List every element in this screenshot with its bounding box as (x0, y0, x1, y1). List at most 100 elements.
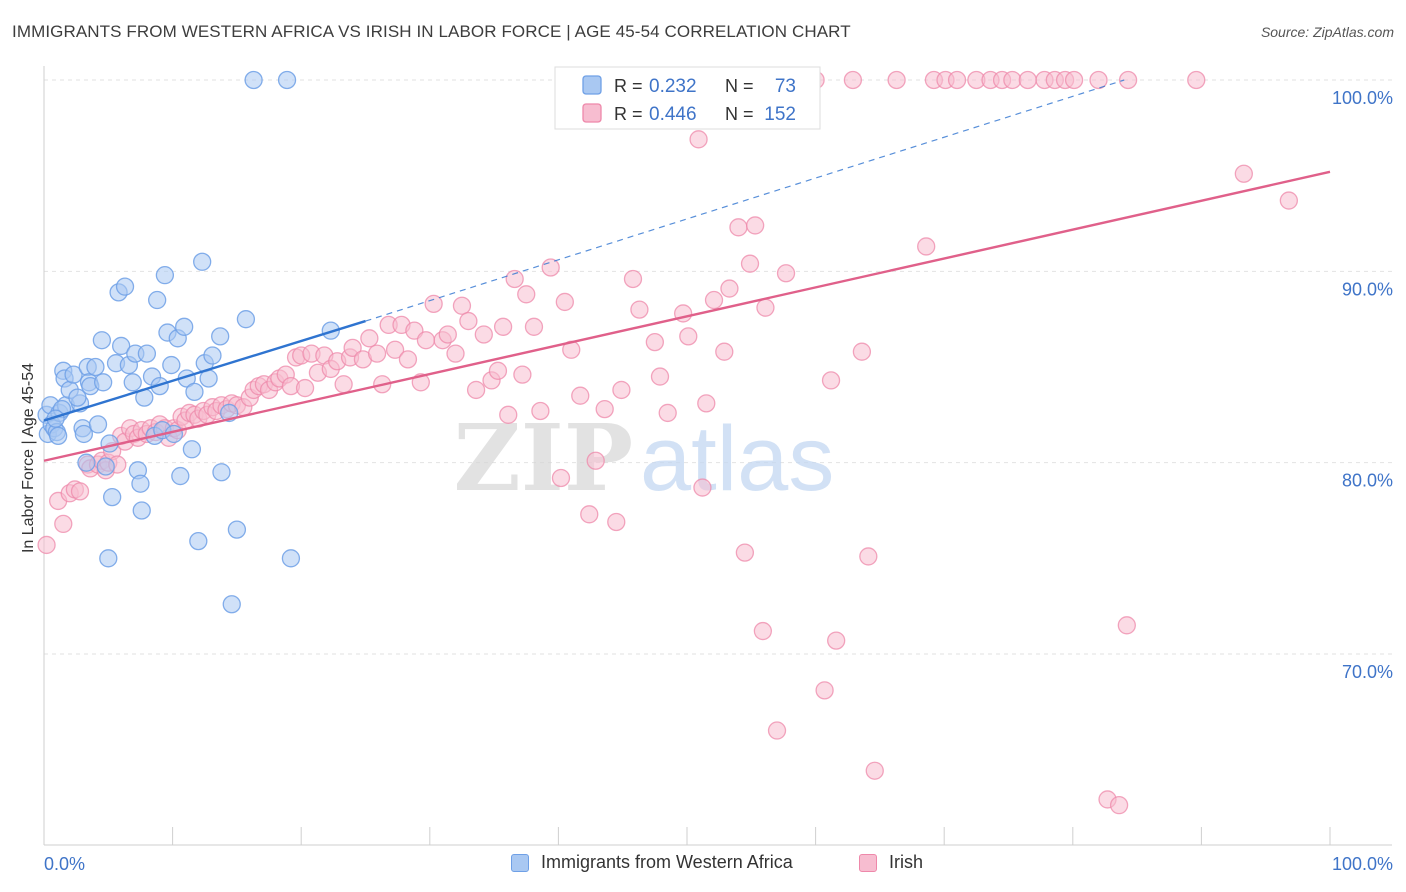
irish-point (488, 361, 508, 380)
stats-n-label: N = (725, 104, 754, 124)
western-africa-point (281, 549, 301, 568)
irish-point (367, 344, 387, 363)
irish-points (37, 70, 1298, 815)
irish-point (843, 70, 863, 90)
irish-point (551, 468, 571, 488)
western-africa-point (132, 501, 151, 520)
x-tick-labels: 0.0% 100.0% (44, 854, 1393, 874)
western-africa-point (155, 266, 175, 285)
irish-point (756, 298, 775, 317)
x-tick-label-start: 0.0% (44, 854, 85, 874)
irish-point (466, 380, 486, 400)
irish-point (595, 399, 614, 419)
irish-point (689, 130, 708, 149)
western-africa-point (182, 440, 202, 459)
irish-point (753, 621, 773, 641)
irish-point (746, 216, 765, 235)
irish-point (827, 631, 846, 650)
irish-point (446, 344, 465, 363)
western-africa-point (86, 357, 105, 377)
irish-point (459, 311, 478, 331)
irish-point (398, 350, 418, 369)
legend-item-irish[interactable]: Irish (859, 852, 923, 873)
y-tick-labels: 70.0% 80.0% 90.0% 100.0% (1332, 88, 1393, 682)
western-africa-point (162, 355, 181, 375)
irish-point (1118, 70, 1138, 90)
irish-point (37, 535, 56, 555)
western-africa-point (77, 453, 96, 472)
watermark-zip: ZIP (454, 404, 633, 512)
western-africa-point (244, 70, 263, 90)
irish-point (343, 338, 362, 358)
y-tick-label: 90.0% (1342, 279, 1393, 299)
irish-point (776, 264, 796, 283)
irish-point (1117, 616, 1136, 635)
western-africa-point (99, 549, 118, 568)
watermark-atlas: atlas (640, 408, 834, 510)
irish-point (821, 371, 841, 390)
irish-point (385, 340, 405, 359)
western-africa-point (185, 382, 204, 402)
western-africa-point (222, 595, 241, 614)
irish-point (679, 327, 698, 346)
irish-point (517, 285, 536, 304)
irish-point (865, 761, 884, 780)
irish-point (645, 332, 664, 352)
irish-point (917, 237, 936, 256)
irish-point (586, 451, 605, 470)
irish-point (658, 403, 677, 423)
western-africa-point (103, 487, 122, 507)
irish-point (852, 342, 872, 361)
irish-point (720, 279, 739, 298)
irish-point (887, 70, 906, 90)
trend-lines (43, 79, 1331, 462)
stats-r-value: 0.232 (649, 76, 697, 97)
western-africa-points (37, 70, 340, 614)
western-africa-point (92, 331, 112, 350)
irish-point (54, 514, 73, 534)
irish-point (424, 294, 443, 314)
irish-point (334, 375, 353, 394)
western-africa-point (212, 463, 231, 482)
western-africa-point (175, 317, 194, 336)
legend-item-western-africa[interactable]: Immigrants from Western Africa (511, 852, 793, 873)
y-tick-label: 70.0% (1342, 662, 1393, 682)
irish-point (947, 70, 967, 90)
irish-point (438, 325, 457, 344)
irish-point (612, 380, 631, 400)
irish-point (650, 367, 670, 386)
western-africa-point (211, 327, 230, 346)
irish-point (735, 543, 755, 562)
western-africa-point (48, 426, 68, 446)
irish-point (740, 254, 760, 273)
legend-label-western-africa: Immigrants from Western Africa (541, 852, 793, 872)
western-africa-point (123, 373, 142, 392)
western-africa-point (74, 424, 94, 444)
y-tick-label: 100.0% (1332, 88, 1393, 108)
irish-point (555, 292, 574, 312)
stats-r-label: R = (614, 76, 643, 96)
irish-point (295, 378, 315, 398)
irish-point (630, 300, 649, 319)
source-label: Source: ZipAtlas.com (1260, 24, 1394, 40)
irish-point (70, 482, 90, 501)
irish-point (607, 512, 626, 532)
stats-n-value: 152 (764, 104, 796, 125)
irish-trend-line (43, 170, 1331, 462)
stats-swatch (582, 103, 602, 123)
stats-n-value: 73 (775, 76, 796, 97)
stats-legend: R = 0.232 N = 73 R = 0.446 N = 152 (554, 66, 821, 130)
irish-point (1089, 70, 1108, 90)
western-africa-point (277, 70, 297, 90)
irish-point (571, 386, 590, 405)
x-tick-label-end: 100.0% (1332, 854, 1393, 874)
western-africa-point (64, 365, 83, 384)
western-africa-trend-extension (365, 79, 1125, 322)
irish-point (499, 405, 518, 424)
western-africa-point (131, 474, 150, 493)
irish-point (729, 218, 748, 237)
irish-point (815, 681, 834, 700)
western-africa-point (227, 520, 247, 539)
stats-n-label: N = (725, 76, 754, 96)
